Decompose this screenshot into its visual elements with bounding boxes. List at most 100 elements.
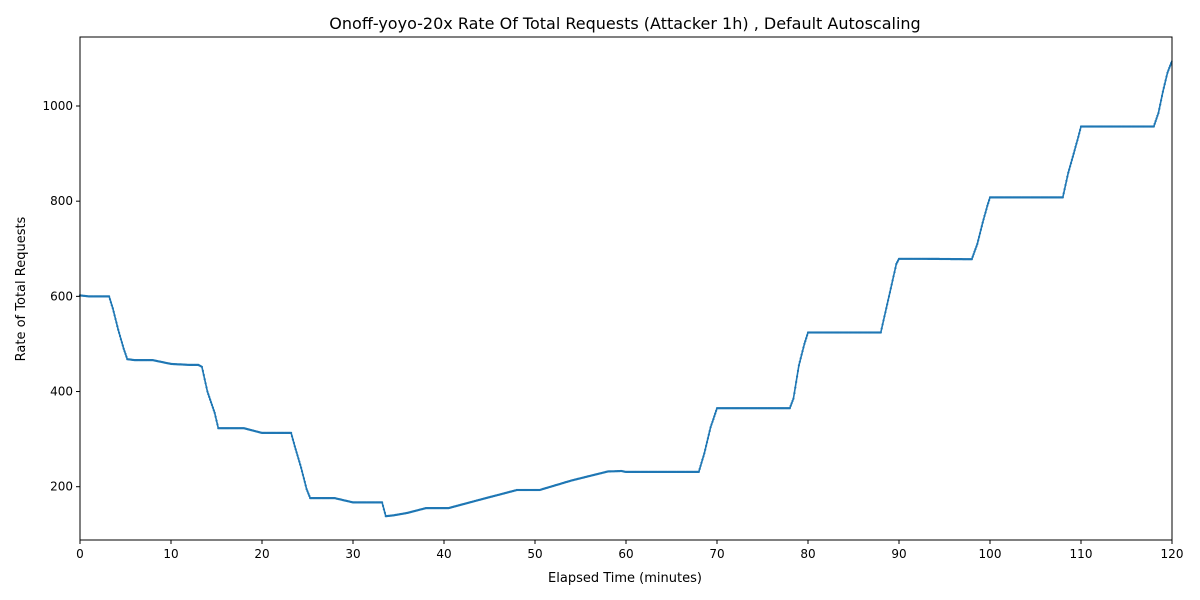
data-point (120, 341, 123, 344)
data-point (805, 337, 808, 340)
data-point (381, 501, 384, 504)
data-point (712, 418, 715, 421)
data-point (125, 355, 128, 358)
data-point (290, 431, 293, 434)
data-point (890, 283, 893, 286)
series-markers (78, 62, 1173, 518)
data-point (300, 470, 304, 473)
data-point (212, 409, 215, 412)
data-point (894, 267, 897, 270)
data-point (382, 508, 385, 511)
data-point (703, 452, 706, 455)
data-point (806, 334, 809, 337)
data-point (1075, 142, 1078, 145)
data-point (896, 261, 899, 264)
data-point (1160, 99, 1163, 102)
data-point (124, 352, 127, 355)
data-point (796, 375, 799, 378)
data-point (715, 409, 718, 412)
data-point (1152, 125, 1155, 128)
x-tick-label: 30 (345, 547, 360, 561)
data-point (973, 250, 976, 253)
x-tick-label: 90 (891, 547, 906, 561)
series-line (79, 60, 1173, 517)
data-point (706, 437, 710, 440)
data-point (293, 445, 296, 448)
data-point (981, 221, 984, 224)
data-point (297, 457, 300, 460)
data-point (1163, 83, 1166, 86)
data-point (211, 406, 214, 409)
data-point (1154, 120, 1157, 123)
data-point (891, 279, 894, 282)
data-point (788, 407, 791, 410)
data-point (795, 380, 798, 384)
x-tick-label: 100 (979, 547, 1002, 561)
data-point (881, 323, 884, 326)
data-point (116, 325, 119, 328)
data-point (988, 199, 991, 202)
data-point (1062, 192, 1065, 195)
data-point (1157, 112, 1160, 115)
data-point (114, 317, 117, 321)
plot-area-frame (79, 36, 1173, 541)
data-point (798, 360, 801, 363)
data-point (887, 299, 890, 302)
data-point (291, 438, 294, 441)
data-point (892, 275, 895, 278)
data-point (1070, 158, 1073, 161)
data-point (295, 451, 298, 454)
x-tick-label: 120 (1161, 547, 1184, 561)
data-point (985, 208, 988, 211)
data-point (1155, 117, 1158, 120)
data-point (1167, 69, 1170, 72)
data-point (118, 334, 122, 338)
x-tick-label: 110 (1070, 547, 1093, 561)
data-point (700, 461, 703, 464)
data-point (122, 347, 125, 350)
data-point (1153, 122, 1156, 125)
data-point (1069, 162, 1073, 165)
data-point (1079, 128, 1082, 132)
x-tick-label: 50 (527, 547, 542, 561)
data-point (1162, 86, 1165, 89)
data-point (307, 492, 310, 495)
data-point (790, 402, 793, 405)
data-point (290, 435, 294, 438)
data-point (978, 235, 981, 238)
data-point (215, 419, 218, 422)
data-point (203, 378, 206, 381)
data-point (303, 480, 306, 483)
data-point (110, 304, 113, 307)
data-point (1159, 103, 1162, 106)
data-point (296, 454, 299, 457)
data-point (800, 353, 803, 356)
data-point (885, 307, 888, 310)
y-tick-label: 200 (50, 480, 73, 494)
data-point (302, 477, 305, 480)
data-point (1161, 90, 1164, 93)
data-point (879, 331, 882, 334)
data-point (793, 392, 796, 395)
data-point (209, 401, 213, 404)
data-point (1065, 179, 1068, 182)
data-point (791, 399, 794, 403)
data-point (975, 245, 978, 248)
data-point (1076, 139, 1079, 142)
x-tick-label: 40 (436, 547, 451, 561)
data-point (796, 369, 800, 372)
x-tick-label: 20 (254, 547, 269, 561)
data-point (983, 214, 986, 217)
data-point (714, 412, 717, 415)
data-point (708, 429, 711, 433)
data-point (987, 202, 990, 205)
data-point (301, 473, 304, 476)
data-point (884, 311, 887, 314)
data-point (1061, 196, 1064, 199)
data-point (1166, 71, 1169, 74)
data-point (294, 448, 297, 451)
data-point (1074, 145, 1077, 148)
data-point (115, 321, 118, 324)
y-tick-label: 1000 (42, 99, 73, 113)
